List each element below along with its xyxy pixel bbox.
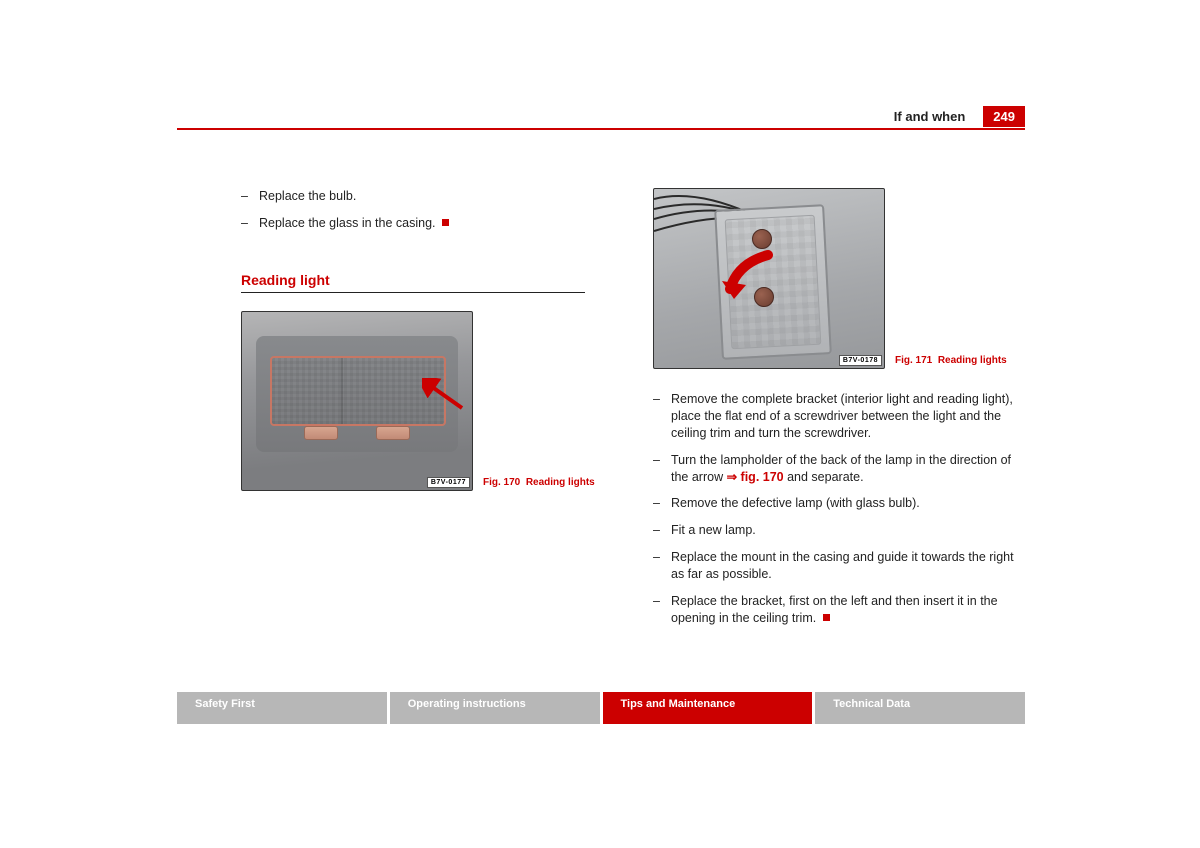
step-item: – Remove the complete bracket (interior … xyxy=(653,391,1025,442)
step-item: – Replace the bracket, first on the left… xyxy=(653,593,1025,627)
step-item: – Replace the glass in the casing. xyxy=(241,215,613,232)
subheading-rule xyxy=(241,292,585,293)
step-text: Turn the lampholder of the back of the l… xyxy=(671,452,1025,486)
curved-arrow-icon xyxy=(720,249,780,305)
arrow-icon xyxy=(422,378,466,412)
figure-170-caption: Fig. 170 Reading lights xyxy=(483,477,595,491)
subheading: Reading light xyxy=(241,272,613,288)
step-text-inner: Replace the bracket, first on the left a… xyxy=(671,594,998,625)
page-number: 249 xyxy=(983,106,1025,127)
two-column-content: – Replace the bulb. – Replace the glass … xyxy=(177,188,1025,637)
step-text: Replace the glass in the casing. xyxy=(259,215,449,232)
step-text: Fit a new lamp. xyxy=(671,522,756,539)
step-text: Replace the bulb. xyxy=(259,188,356,205)
tab-technical-data[interactable]: Technical Data xyxy=(815,692,1025,724)
figure-code: B7V-0177 xyxy=(427,477,470,488)
step-item: – Fit a new lamp. xyxy=(653,522,1025,539)
step-text: Remove the complete bracket (interior li… xyxy=(671,391,1025,442)
left-column: – Replace the bulb. – Replace the glass … xyxy=(241,188,613,637)
step-text: Replace the bracket, first on the left a… xyxy=(671,593,1025,627)
page-header: If and when 249 xyxy=(894,106,1025,127)
step-text: Replace the mount in the casing and guid… xyxy=(671,549,1025,583)
page-content: If and when 249 – Replace the bulb. – Re… xyxy=(177,128,1025,637)
step-item: – Remove the defective lamp (with glass … xyxy=(653,495,1025,512)
list-dash: – xyxy=(653,495,671,512)
step-text-after: and separate. xyxy=(784,470,864,484)
figure-title: Reading lights xyxy=(526,477,595,488)
step-text: Remove the defective lamp (with glass bu… xyxy=(671,495,920,512)
footer-tabs: Safety First Operating instructions Tips… xyxy=(177,692,1025,724)
step-item: – Replace the mount in the casing and gu… xyxy=(653,549,1025,583)
step-item: – Turn the lampholder of the back of the… xyxy=(653,452,1025,486)
list-dash: – xyxy=(653,549,671,583)
figure-170-row: B7V-0177 Fig. 170 Reading lights xyxy=(241,311,613,491)
header-rule: If and when 249 xyxy=(177,128,1025,130)
list-dash: – xyxy=(653,391,671,442)
fig170-switch xyxy=(304,426,338,440)
figure-label: Fig. 171 xyxy=(895,355,932,366)
figure-171-row: B7V-0178 Fig. 171 Reading lights xyxy=(653,188,1025,369)
figure-label: Fig. 170 xyxy=(483,477,520,488)
tab-safety-first[interactable]: Safety First xyxy=(177,692,387,724)
figure-code: B7V-0178 xyxy=(839,355,882,366)
tab-operating-instructions[interactable]: Operating instructions xyxy=(390,692,600,724)
list-dash: – xyxy=(241,215,259,232)
list-dash: – xyxy=(653,452,671,486)
figure-170-image: B7V-0177 xyxy=(241,311,473,491)
figure-title: Reading lights xyxy=(938,355,1007,366)
end-marker-icon xyxy=(442,219,449,226)
figure-171-caption: Fig. 171 Reading lights xyxy=(895,355,1007,369)
list-dash: – xyxy=(241,188,259,205)
step-item: – Replace the bulb. xyxy=(241,188,613,205)
xref-arrow-icon: ⇒ xyxy=(727,470,737,484)
list-dash: – xyxy=(653,522,671,539)
step-text-inner: Replace the glass in the casing. xyxy=(259,216,436,230)
right-column: B7V-0178 Fig. 171 Reading lights – Remov… xyxy=(653,188,1025,637)
fig170-lamp xyxy=(270,356,446,426)
tab-tips-and-maintenance[interactable]: Tips and Maintenance xyxy=(603,692,813,724)
section-title: If and when xyxy=(894,109,966,124)
end-marker-icon xyxy=(823,614,830,621)
figure-cross-reference[interactable]: fig. 170 xyxy=(737,470,784,484)
list-dash: – xyxy=(653,593,671,627)
figure-171-image: B7V-0178 xyxy=(653,188,885,369)
fig170-switch xyxy=(376,426,410,440)
fig171-screw xyxy=(752,229,772,249)
